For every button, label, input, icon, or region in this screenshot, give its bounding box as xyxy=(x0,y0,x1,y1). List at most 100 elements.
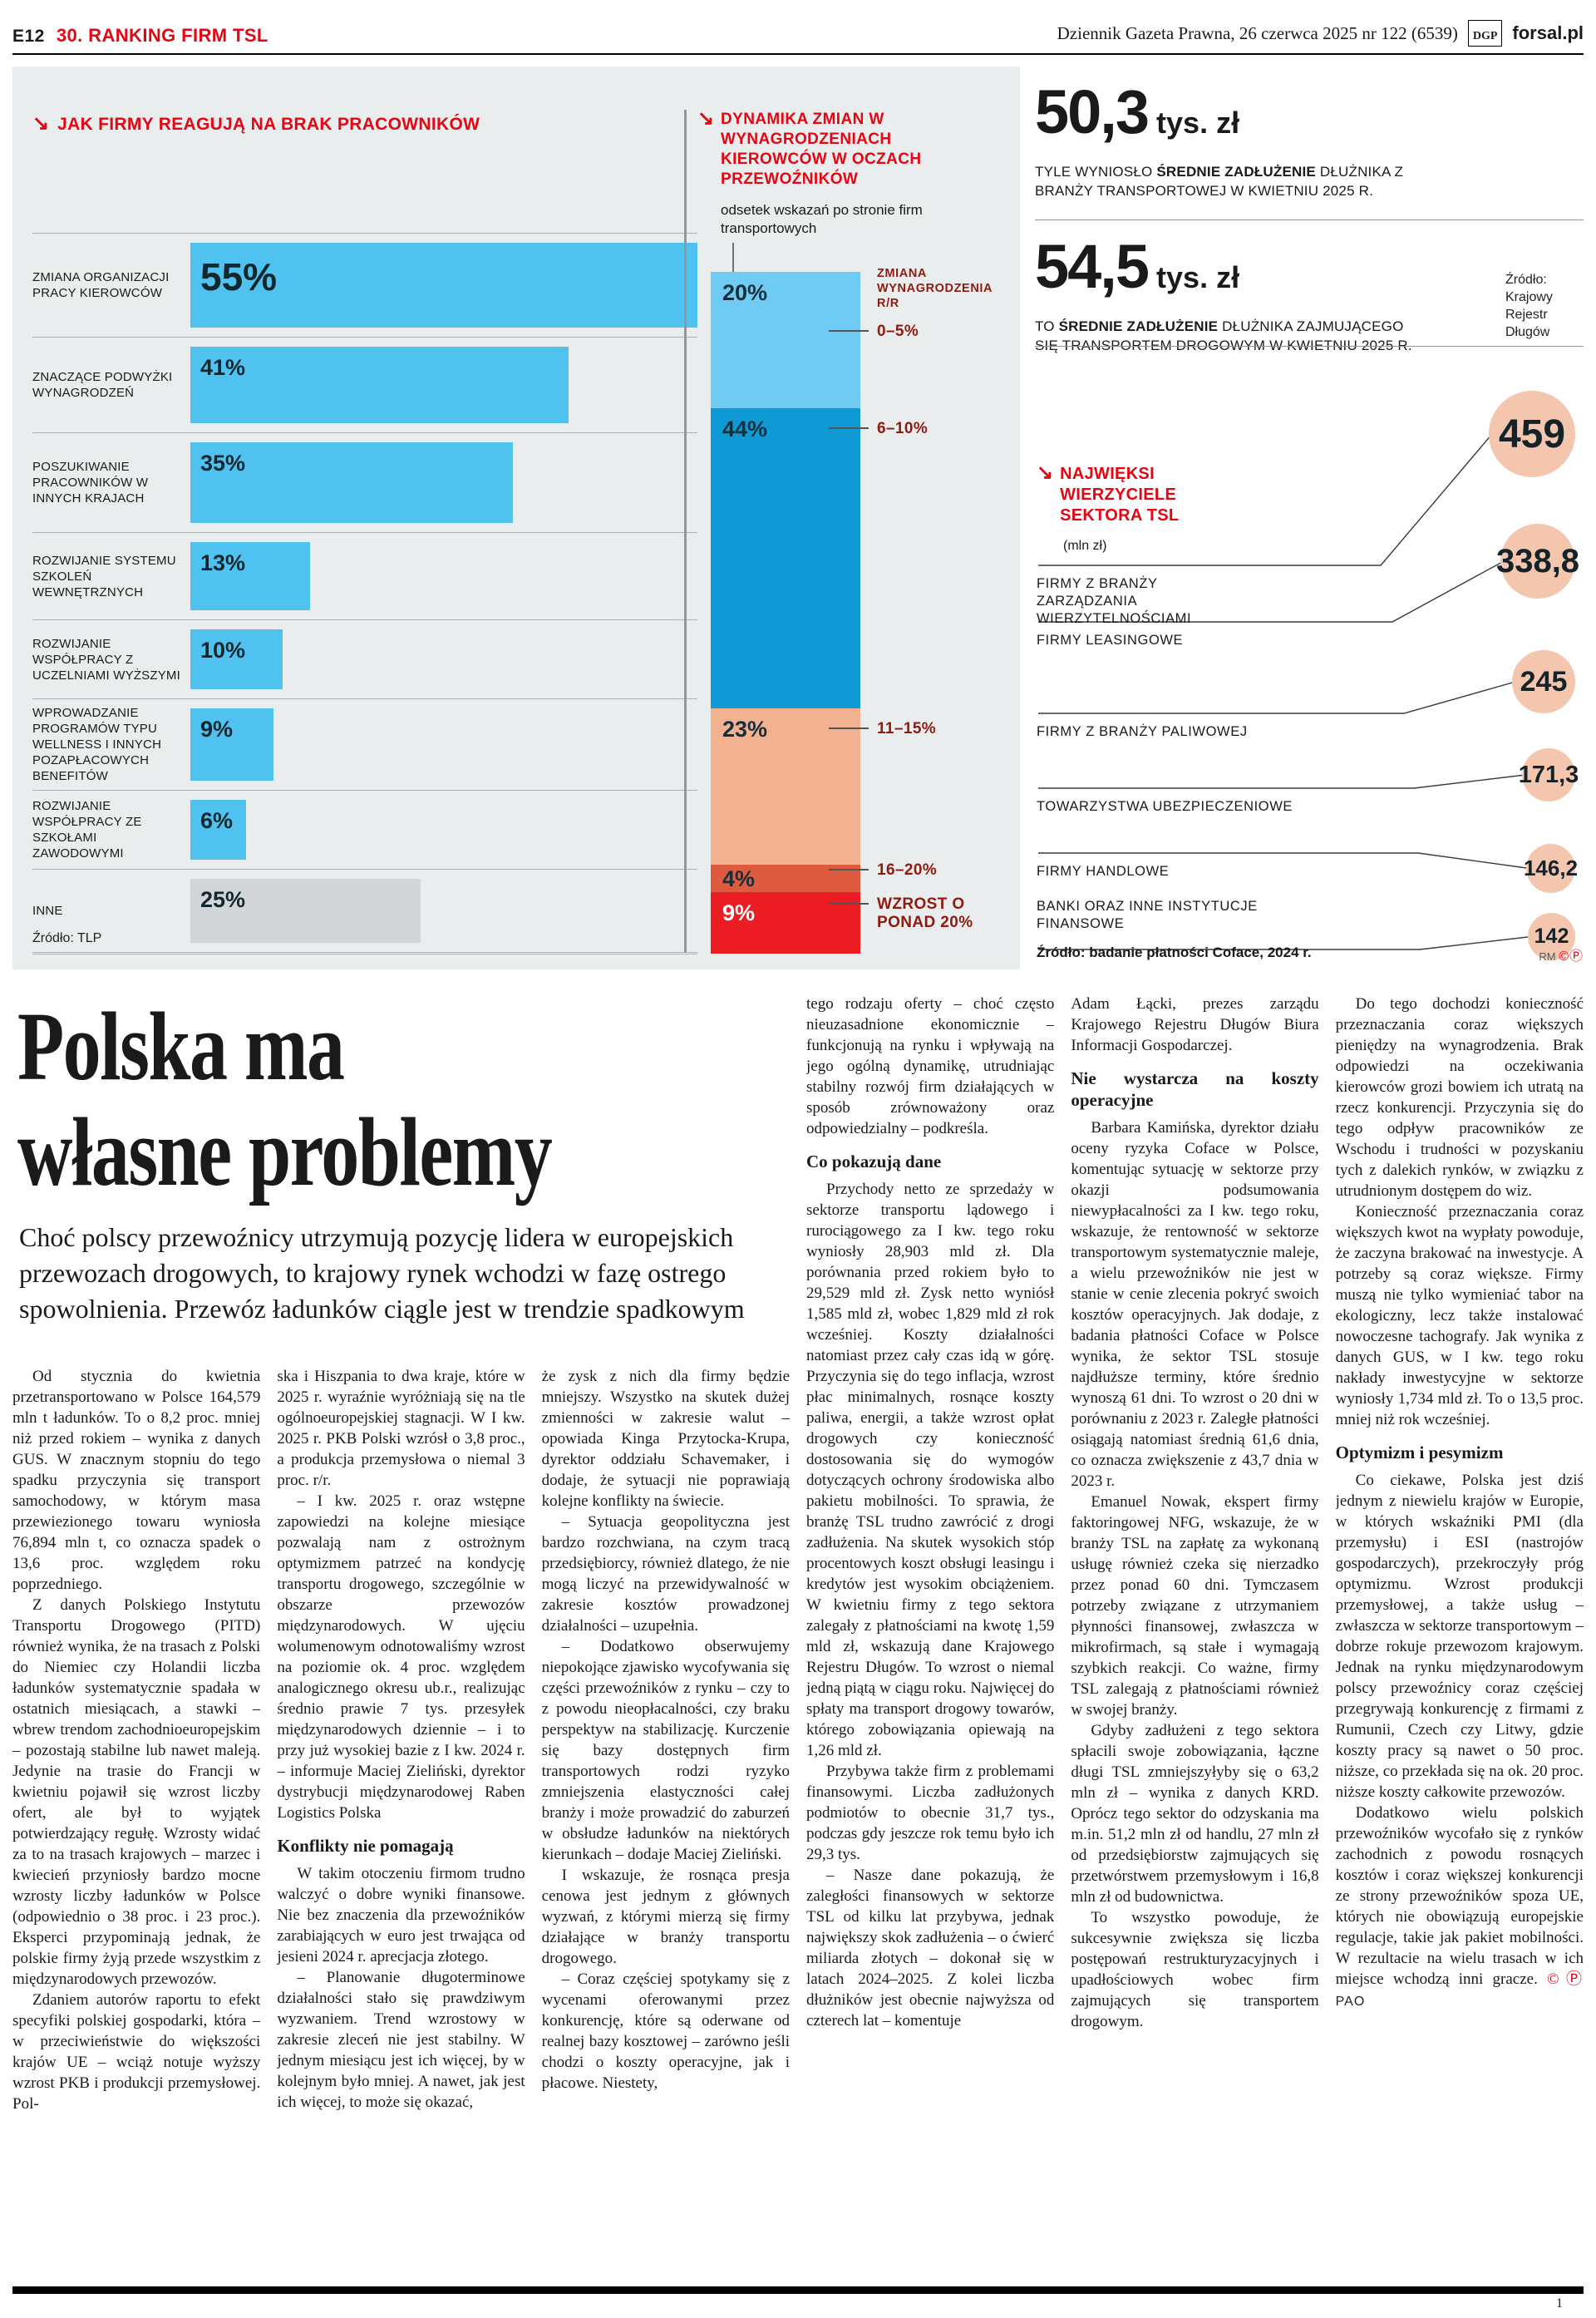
chart-creditors-unit: (mln zł) xyxy=(1063,539,1107,553)
dgp-logo: DGP xyxy=(1467,20,1503,47)
creditor-label: FIRMY LEASINGOWE xyxy=(1037,633,1184,648)
site-name: forsal.pl xyxy=(1512,22,1584,43)
issue-info: Dziennik Gazeta Prawna, 26 czerwca 2025 … xyxy=(1057,22,1458,43)
chart-creditors-header: ↘ NAJWIĘKSI WIERZYCIELE SEKTORA TSL xyxy=(1037,461,1236,526)
stat-desc-text: TO xyxy=(1035,318,1059,334)
paragraph: Co ciekawe, Polska jest dziś jednym z ni… xyxy=(1335,1472,1584,1801)
connector-line xyxy=(1038,560,1505,623)
connector-line xyxy=(1038,774,1526,789)
chart-salary: ↘ DYNAMIKA ZMIAN W WYNAGRODZENIACH KIERO… xyxy=(669,67,1020,969)
stat-source: Źródło: Krajowy Rejestr Długów xyxy=(1505,273,1553,339)
paragraph: Gdyby zadłużeni z tego sektora spłacili … xyxy=(1071,1722,1319,1906)
bar-row: WPROWADZANIE PROGRAMÓW TYPU WELLNESS I I… xyxy=(32,698,697,790)
author-initials: PAO xyxy=(1335,1995,1366,2009)
segment-share-label: 9% xyxy=(722,900,756,926)
stack-segment: 44% xyxy=(711,408,860,708)
paragraph: Przychody netto ze sprzedaży w sektorze … xyxy=(806,1181,1055,1759)
connector-line xyxy=(1038,852,1530,870)
chart-reactions-source: Źródło: TLP xyxy=(32,931,102,945)
bar-value: 9% xyxy=(200,717,234,742)
stat-unit: tys. zł xyxy=(1156,260,1240,294)
chart-reactions: ZMIANA ORGANIZACJI PRACY KIEROWCÓW 55% ZNA… xyxy=(32,233,697,954)
stat-description: TO ŚREDNIE ZADŁUŻENIE DŁUŻNIKA ZAJMUJĄCE… xyxy=(1035,317,1417,355)
range-label: 16–20% xyxy=(829,861,1014,880)
page-header: E12 30. RANKING FIRM TSL Dziennik Gazeta… xyxy=(12,20,1584,55)
article-headline: Polska ma własne problemy xyxy=(17,994,821,1205)
chart-creditors-title: NAJWIĘKSI WIERZYCIELE SEKTORA TSL xyxy=(1060,465,1180,525)
creditor-circle: 245 xyxy=(1512,650,1575,713)
stat-avg-debt-road-transport: 54,5 tys. zł TO ŚREDNIE ZADŁUŻENIE DŁUŻNI… xyxy=(1035,234,1584,355)
bar-label: ROZWIJANIE SYSTEMU SZKOLEŃ WEWNĘTRZNYCH xyxy=(32,553,176,599)
divider xyxy=(1035,346,1584,347)
section-title: 30. RANKING FIRM TSL xyxy=(56,25,268,46)
bar-label: ZMIANA ORGANIZACJI PRACY KIEROWCÓW xyxy=(32,270,170,300)
article-columns: Od stycznia do kwietnia przetransportowa… xyxy=(12,994,1584,2291)
bar: 13% xyxy=(190,542,311,610)
range-label: 6–10% xyxy=(829,420,1014,438)
bar-label: ROZWIJANIE WSPÓŁPRACY ZE SZKOŁAMI ZAWODO… xyxy=(32,799,142,861)
bar-row: ROZWIJANIE SYSTEMU SZKOLEŃ WEWNĘTRZNYCH 1… xyxy=(32,532,697,619)
creditor-label: FIRMY HANDLOWE xyxy=(1037,864,1170,879)
bar-label: INNE xyxy=(32,904,63,918)
creditor-circle: 146,2 xyxy=(1524,844,1578,893)
stack-segment: 9% xyxy=(711,892,860,954)
chart-salary-title: DYNAMIKA ZMIAN W WYNAGRODZENIACH KIEROWC… xyxy=(721,111,922,188)
paragraph: Przybywa także firm z problemami finanso… xyxy=(806,1763,1055,1863)
article-column: ska i Hiszpania to dwa kraje, które w 20… xyxy=(277,1366,525,2291)
bar-track: 6% xyxy=(190,791,697,869)
red-arrow-icon: ↘ xyxy=(697,107,715,130)
chart-salary-subtitle: odsetek wskazań po stronie firm transpor… xyxy=(721,202,923,236)
bar-row: POSZUKIWANIE PRACOWNIKÓW W INNYCH KRAJAC… xyxy=(32,432,697,532)
connector-line xyxy=(1038,935,1532,950)
bar-label: ROZWIJANIE WSPÓŁPRACY Z UCZELNIAMI WYŻSZ… xyxy=(32,636,180,683)
creditor-circle: 338,8 xyxy=(1496,524,1579,599)
paragraph: To wszystko powoduje, że sukcesywnie zwi… xyxy=(1071,1909,1319,2030)
paragraph: Zdaniem autorów raportu to efekt specyfi… xyxy=(12,1991,261,2113)
article-column: że zysk z nich dla firmy będzie mniejszy… xyxy=(542,1366,790,2291)
article: Polska ma własne problemy Choć polscy pr… xyxy=(12,994,1584,2291)
bar-label: POSZUKIWANIE PRACOWNIKÓW W INNYCH KRAJAC… xyxy=(32,460,149,506)
bar-track: 25% xyxy=(190,870,697,952)
creditor-label: FIRMY Z BRANŻY ZARZĄDZANIA WIERZYTELNOŚC… xyxy=(1037,576,1192,626)
bar-value: 35% xyxy=(200,451,246,476)
creditor-label: BANKI ORAZ INNE INSTYTUCJE FINANSOWE xyxy=(1037,899,1258,931)
bar-value: 25% xyxy=(200,887,246,912)
credit-initials: RM xyxy=(1539,950,1556,963)
red-arrow-icon: ↘ xyxy=(1037,461,1054,484)
creditor-circle: 142 xyxy=(1528,913,1575,960)
article-column: Do tego dochodzi konieczność przeznaczan… xyxy=(1336,994,1584,2291)
paragraph: I wskazuje, że rosnąca presja cenowa jes… xyxy=(541,1867,790,1967)
bar-track: 41% xyxy=(190,338,697,432)
paragraph: – Dodatkowo obserwujemy niepokojące zjaw… xyxy=(541,1638,790,1863)
stat-desc-text: TYLE WYNIOSŁO xyxy=(1035,164,1157,180)
chart-reactions-title: JAK FIRMY REAGUJĄ NA BRAK PRACOWNIKÓW xyxy=(57,115,480,134)
headline-line: własne problemy xyxy=(17,1097,553,1206)
stat-description: TYLE WYNIOSŁO ŚREDNIE ZADŁUŻENIE DŁUŻNIK… xyxy=(1035,162,1417,200)
bar: 9% xyxy=(190,708,273,781)
bar-track: 55% xyxy=(190,234,697,337)
range-label: 0–5% xyxy=(829,323,1014,341)
subhead: Optymizm i pesymizm xyxy=(1335,1443,1504,1462)
stat-desc-text: DŁUŻNIKA ZAJMUJĄCEGO SIĘ TRANSPORTEM DRO… xyxy=(1035,318,1412,353)
paragraph: – Sytuacja geopolityczna jest bardzo roz… xyxy=(541,1513,790,1635)
paragraph: że zysk z nich dla firmy będzie mniejszy… xyxy=(541,1368,790,1510)
bar-track: 13% xyxy=(190,533,697,619)
subtitle-connector-line xyxy=(732,243,734,272)
paragraph: – I kw. 2025 r. oraz wstępne zapowiedzi … xyxy=(277,1492,525,1822)
stacked-bar-axis-label: ZMIANA WYNAGRODZENIA R/R xyxy=(877,267,993,310)
stat-desc-bold: ŚREDNIE ZADŁUŻENIE xyxy=(1058,318,1219,334)
stat-desc-text: DŁUŻNIKA Z BRANŻY TRANSPORTOWEJ W KWIETN… xyxy=(1035,164,1404,199)
creditor-circle: 459 xyxy=(1489,391,1575,477)
range-label: WZROST O PONAD 20% xyxy=(829,895,1014,932)
divider xyxy=(1035,219,1584,220)
connector-lines xyxy=(1038,433,1532,950)
article-column: Od stycznia do kwietnia przetransportowa… xyxy=(12,1366,260,2291)
creditor-circle: 171,3 xyxy=(1519,748,1579,801)
bar: 55% xyxy=(190,243,697,328)
stat-number: 54,5 xyxy=(1035,232,1150,301)
paragraph: Do tego dochodzi konieczność przeznaczan… xyxy=(1335,995,1584,1200)
bar-value: 10% xyxy=(200,638,246,663)
stat-avg-debt-transport-industry: 50,3 tys. zł TYLE WYNIOSŁO ŚREDNIE ZADŁUŻ… xyxy=(1035,80,1584,200)
paragraph: W takim otoczeniu firmom trudno walczyć … xyxy=(277,1865,525,1965)
segment-share-label: 23% xyxy=(722,716,768,742)
